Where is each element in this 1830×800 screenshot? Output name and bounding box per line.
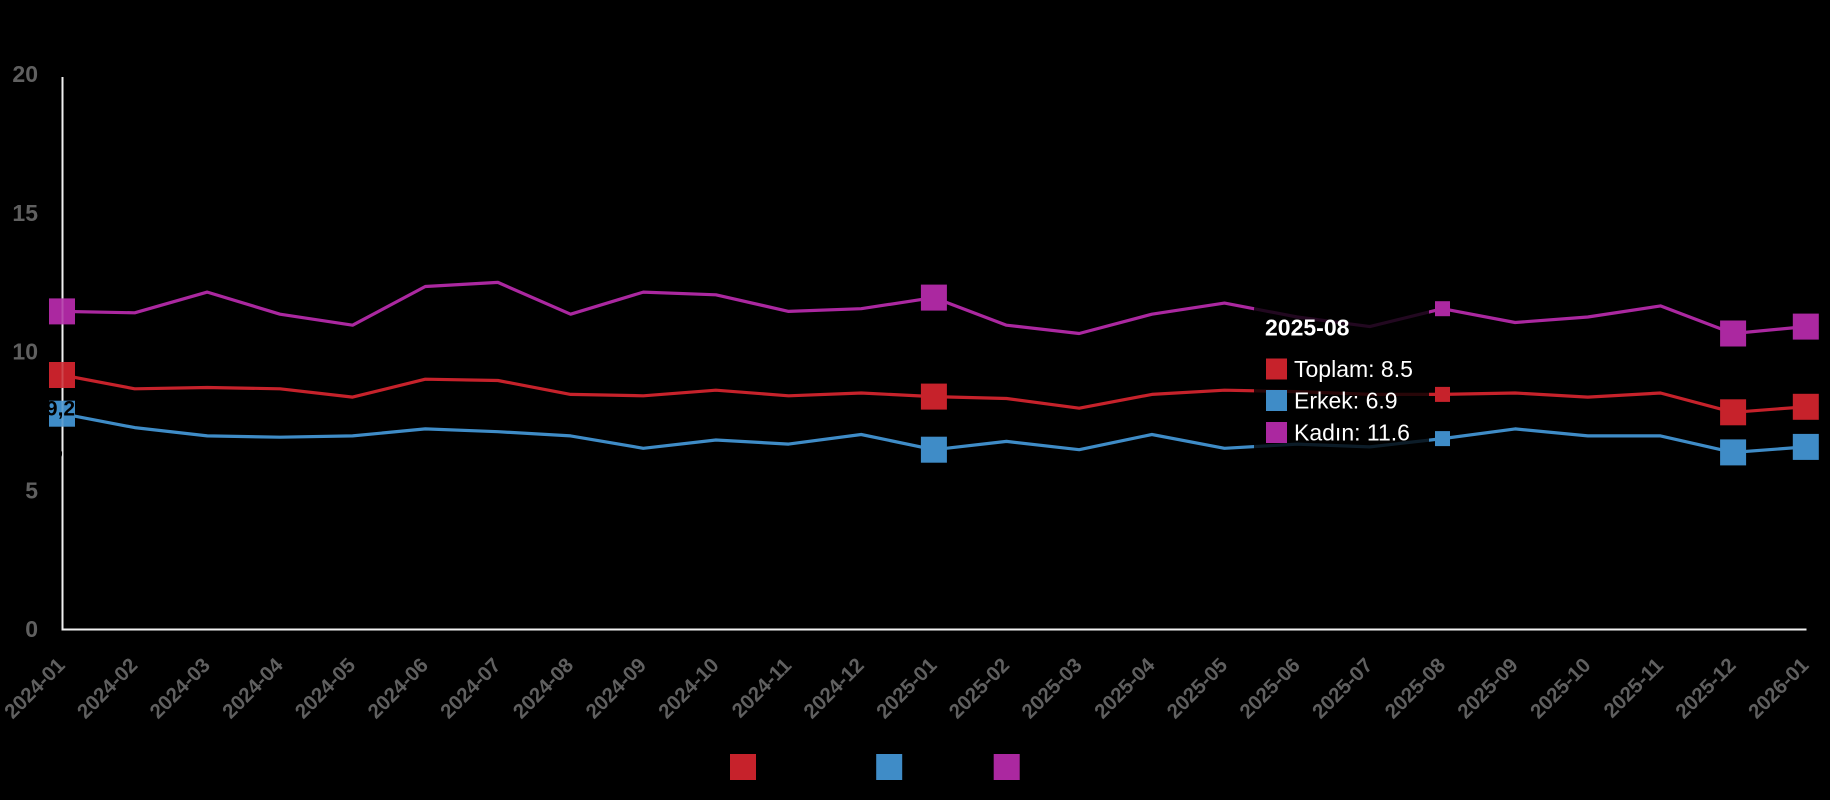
svg-text:2025-03: 2025-03: [1017, 654, 1086, 723]
svg-text:Erkek: Erkek: [910, 757, 965, 779]
svg-text:2025-07: 2025-07: [1308, 654, 1377, 723]
svg-text:2024-05: 2024-05: [291, 654, 360, 723]
svg-text:15: 15: [12, 200, 38, 226]
svg-text:2025-06: 2025-06: [1235, 654, 1304, 723]
svg-text:2025-08: 2025-08: [1381, 654, 1450, 723]
svg-text:5: 5: [25, 477, 38, 503]
svg-text:2024-09: 2024-09: [581, 654, 650, 723]
svg-text:9,2: 9,2: [46, 398, 75, 421]
svg-text:2024-08: 2024-08: [509, 654, 578, 723]
svg-text:0: 0: [25, 616, 38, 642]
svg-text:2025-05: 2025-05: [1163, 654, 1232, 723]
svg-text:2024-02: 2024-02: [73, 654, 142, 723]
svg-text:2025-04: 2025-04: [1090, 653, 1160, 723]
svg-text:2025-02: 2025-02: [945, 654, 1014, 723]
svg-text:2024-03: 2024-03: [145, 654, 214, 723]
svg-text:Toplam: 8.5: Toplam: 8.5: [1294, 356, 1413, 382]
svg-text:2024-04: 2024-04: [218, 653, 288, 723]
svg-text:7,8: 7,8: [46, 436, 76, 459]
svg-text:2025-10: 2025-10: [1526, 654, 1595, 723]
svg-text:10: 10: [12, 339, 38, 365]
svg-text:2024-06: 2024-06: [363, 654, 432, 723]
svg-text:2024-11: 2024-11: [727, 654, 796, 723]
svg-text:Toplam: Toplam: [764, 757, 834, 779]
svg-text:20: 20: [12, 61, 38, 87]
svg-text:2025-12: 2025-12: [1671, 654, 1740, 723]
svg-text:2025-01: 2025-01: [872, 654, 941, 723]
svg-text:Kadın: Kadın: [1028, 757, 1084, 779]
svg-text:2025-08: 2025-08: [1265, 315, 1350, 341]
svg-text:2025-11: 2025-11: [1599, 654, 1668, 723]
svg-text:2026-01: 2026-01: [1744, 654, 1813, 723]
svg-text:2025-09: 2025-09: [1453, 654, 1522, 723]
svg-text:2024-07: 2024-07: [436, 654, 505, 723]
svg-text:Kadın: 11.6: Kadın: 11.6: [1294, 420, 1410, 446]
svg-text:2024-10: 2024-10: [654, 654, 723, 723]
svg-text:Erkek: 6.9: Erkek: 6.9: [1294, 388, 1398, 414]
svg-text:2024-01: 2024-01: [0, 654, 69, 723]
svg-text:2024-12: 2024-12: [799, 654, 868, 723]
